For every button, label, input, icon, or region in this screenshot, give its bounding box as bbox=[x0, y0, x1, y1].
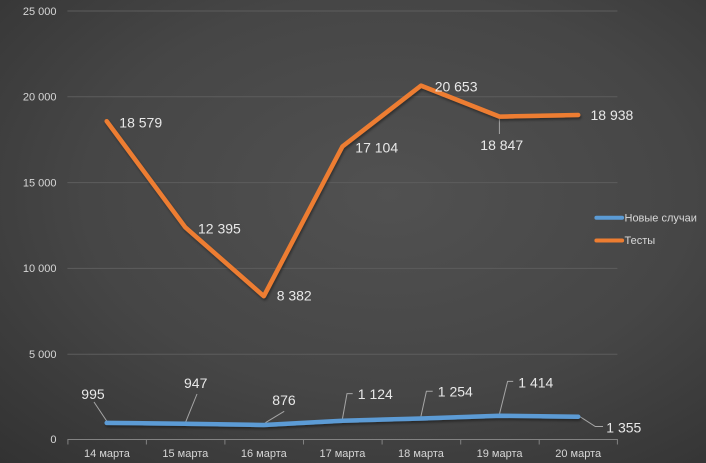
svg-text:5 000: 5 000 bbox=[29, 349, 57, 361]
svg-text:19 марта: 19 марта bbox=[477, 448, 524, 460]
svg-text:25 000: 25 000 bbox=[23, 6, 57, 18]
svg-text:18 579: 18 579 bbox=[119, 114, 162, 130]
svg-text:Тесты: Тесты bbox=[625, 235, 656, 247]
svg-text:17 марта: 17 марта bbox=[319, 448, 366, 460]
svg-text:20 марта: 20 марта bbox=[555, 448, 602, 460]
svg-text:17 104: 17 104 bbox=[355, 139, 398, 155]
svg-text:10 000: 10 000 bbox=[23, 263, 57, 275]
svg-text:8 382: 8 382 bbox=[277, 288, 312, 304]
svg-text:1 254: 1 254 bbox=[438, 384, 473, 400]
svg-text:Новые случаи: Новые случаи bbox=[625, 212, 697, 224]
svg-text:995: 995 bbox=[81, 386, 105, 402]
svg-text:0: 0 bbox=[50, 434, 56, 446]
svg-text:18 847: 18 847 bbox=[480, 137, 523, 153]
svg-text:18 марта: 18 марта bbox=[398, 448, 445, 460]
svg-text:16 марта: 16 марта bbox=[241, 448, 288, 460]
svg-text:20 653: 20 653 bbox=[435, 78, 478, 94]
svg-text:20 000: 20 000 bbox=[23, 92, 57, 104]
svg-text:15 марта: 15 марта bbox=[162, 448, 209, 460]
svg-text:14 марта: 14 марта bbox=[84, 448, 131, 460]
svg-text:1 355: 1 355 bbox=[606, 420, 641, 436]
svg-text:947: 947 bbox=[184, 375, 208, 391]
svg-text:1 124: 1 124 bbox=[358, 386, 393, 402]
svg-text:15 000: 15 000 bbox=[23, 177, 57, 189]
svg-text:876: 876 bbox=[272, 392, 296, 408]
svg-text:12 395: 12 395 bbox=[198, 221, 241, 237]
svg-text:18 938: 18 938 bbox=[591, 107, 634, 123]
svg-text:1 414: 1 414 bbox=[518, 374, 553, 390]
